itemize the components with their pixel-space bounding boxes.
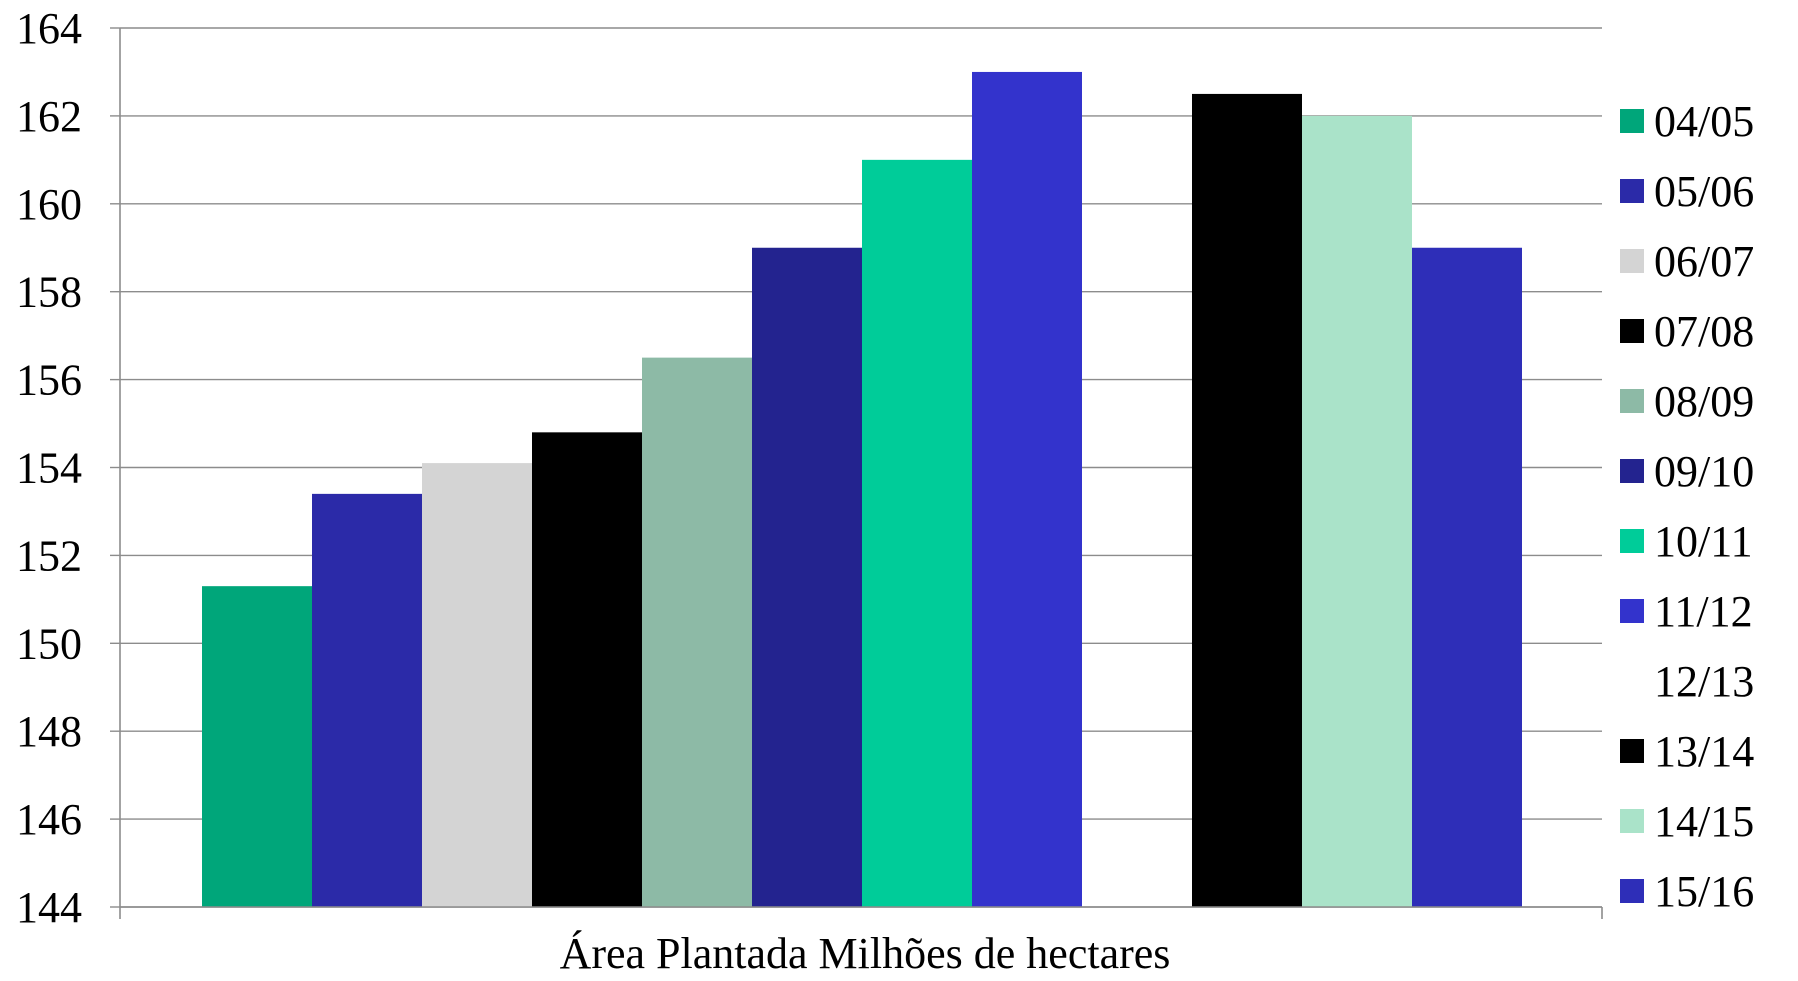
legend-swatch — [1620, 109, 1644, 133]
legend-item-04-05: 04/05 — [1620, 97, 1754, 146]
legend-swatch — [1620, 179, 1644, 203]
legend-item-15-16: 15/16 — [1620, 867, 1754, 916]
legend-item-11-12: 11/12 — [1620, 587, 1753, 636]
legend-swatch — [1620, 669, 1644, 693]
legend-swatch — [1620, 529, 1644, 553]
legend-label: 12/13 — [1654, 657, 1754, 706]
legend-label: 14/15 — [1654, 797, 1754, 846]
legend-label: 07/08 — [1654, 307, 1754, 356]
legend-item-05-06: 05/06 — [1620, 167, 1754, 216]
legend-swatch — [1620, 809, 1644, 833]
y-tick-label: 146 — [16, 795, 82, 844]
bars — [202, 71, 1522, 908]
legend-swatch — [1620, 739, 1644, 763]
bar-14-15 — [1302, 115, 1412, 907]
legend-label: 06/07 — [1654, 237, 1754, 286]
legend-label: 11/12 — [1654, 587, 1753, 636]
legend-item-13-14: 13/14 — [1620, 727, 1754, 776]
legend-item-10-11: 10/11 — [1620, 517, 1753, 566]
bar-13-14 — [1192, 93, 1302, 908]
legend-swatch — [1620, 319, 1644, 343]
x-axis-title: Área Plantada Milhões de hectares — [560, 929, 1171, 978]
legend-label: 10/11 — [1654, 517, 1753, 566]
y-tick-label: 156 — [16, 356, 82, 405]
bar-04-05 — [202, 586, 312, 907]
bar-08-09 — [642, 357, 752, 907]
y-tick-label: 154 — [16, 444, 82, 493]
legend-label: 04/05 — [1654, 97, 1754, 146]
legend: 04/05 05/06 06/07 07/08 08/09 09/10 10/11 11/12… — [1620, 97, 1754, 916]
legend-label: 15/16 — [1654, 867, 1754, 916]
y-tick-label: 158 — [16, 268, 82, 317]
y-tick-label: 148 — [16, 707, 82, 756]
legend-item-08-09: 08/09 — [1620, 377, 1754, 426]
legend-swatch — [1620, 879, 1644, 903]
bar-09-10 — [752, 247, 862, 907]
y-tick-label: 164 — [16, 4, 82, 53]
bar-11-12 — [972, 71, 1082, 907]
legend-swatch — [1620, 459, 1644, 483]
legend-label: 09/10 — [1654, 447, 1754, 496]
legend-item-09-10: 09/10 — [1620, 447, 1754, 496]
legend-label: 13/14 — [1654, 727, 1754, 776]
bar-15-16 — [1412, 247, 1522, 907]
legend-swatch — [1620, 249, 1644, 273]
legend-swatch — [1620, 599, 1644, 623]
axes — [119, 28, 1603, 919]
legend-item-07-08: 07/08 — [1620, 307, 1754, 356]
bar-05-06 — [312, 493, 422, 907]
legend-label: 08/09 — [1654, 377, 1754, 426]
y-tick-label: 152 — [16, 531, 82, 580]
bar-10-11 — [862, 159, 972, 908]
legend-item-12-13: 12/13 — [1620, 657, 1754, 706]
legend-item-06-07: 06/07 — [1620, 237, 1754, 286]
legend-label: 05/06 — [1654, 167, 1754, 216]
y-tick-label: 160 — [16, 180, 82, 229]
bar-06-07 — [422, 463, 532, 907]
bar-07-08 — [532, 432, 642, 907]
y-tick-labels: 144 146 148 150 152 154 156 158 160 162 164 — [16, 4, 82, 932]
y-tick-label: 144 — [16, 883, 82, 932]
y-tick-label: 150 — [16, 619, 82, 668]
legend-swatch — [1620, 389, 1644, 413]
y-tick-label: 162 — [16, 92, 82, 141]
legend-item-14-15: 14/15 — [1620, 797, 1754, 846]
